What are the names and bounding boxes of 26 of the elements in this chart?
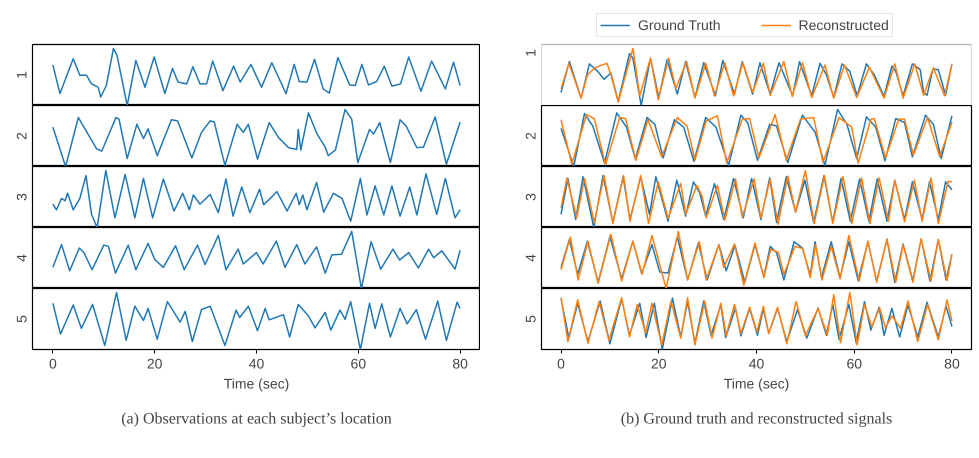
y-axis-title: 2 — [522, 132, 538, 140]
y-axis-title: 3 — [522, 192, 538, 201]
x-tick-label: 0 — [48, 356, 57, 372]
x-tick-label: 60 — [846, 356, 862, 372]
text: (b) Ground truth and reconstructed signals — [620, 410, 892, 428]
y-axis-title: 4 — [522, 254, 538, 262]
x-tick-label: 80 — [944, 356, 960, 372]
y-axis-title: 1 — [14, 70, 30, 79]
x-tick-label: 0 — [557, 356, 566, 372]
x-tick-label: 40 — [748, 356, 764, 372]
y-axis-title: 4 — [14, 254, 30, 262]
x-tick-label: 40 — [248, 356, 264, 372]
text: (a) Observations at each subject’s location — [121, 410, 392, 428]
x-tick-label: 60 — [350, 356, 366, 372]
y-axis-title: 5 — [522, 314, 538, 323]
y-axis-title: 3 — [14, 192, 30, 201]
x-tick-label: 20 — [650, 356, 667, 372]
x-tick-label: 20 — [146, 356, 163, 372]
x-axis-title: Time (sec) — [724, 376, 790, 392]
x-tick-label: 80 — [452, 356, 468, 372]
y-axis-title: 2 — [14, 132, 30, 140]
legend-label: Reconstructed — [798, 17, 889, 33]
y-axis-title: 5 — [14, 314, 30, 323]
y-axis-title: 1 — [522, 48, 538, 57]
x-axis-title: Time (sec) — [224, 376, 290, 392]
legend-label: Ground Truth — [638, 17, 720, 33]
